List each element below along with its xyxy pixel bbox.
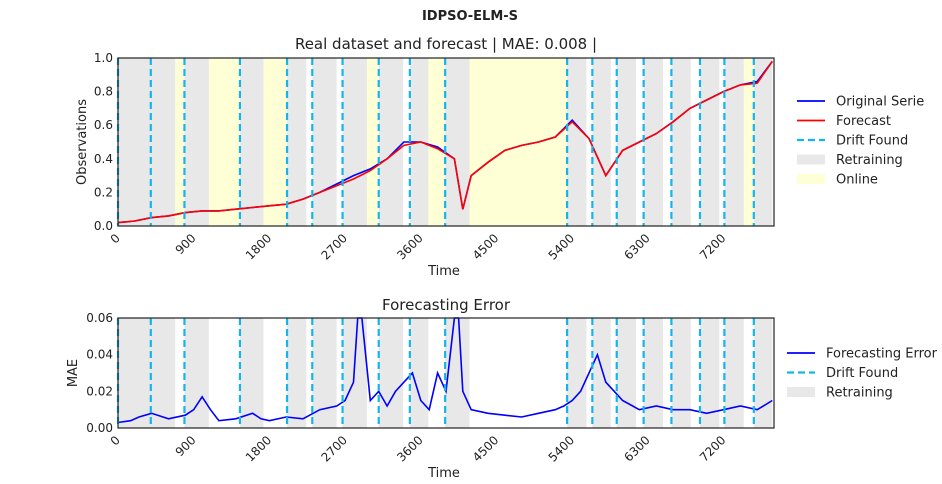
chart-title: Forecasting Error (382, 296, 511, 314)
retraining-period (671, 318, 691, 428)
retraining-period (287, 58, 307, 226)
retraining-period (592, 58, 611, 226)
y-tick-label: 0.06 (86, 311, 113, 325)
retraining-period (567, 318, 587, 428)
retraining-period (150, 318, 176, 428)
x-tick-label: 5400 (546, 433, 577, 464)
y-tick-label: 0.00 (86, 421, 113, 435)
y-axis-label: Observations (75, 99, 90, 185)
retraining-period (753, 318, 773, 428)
retraining-period (445, 58, 470, 226)
online-period (469, 58, 568, 226)
retraining-period (671, 58, 691, 226)
x-tick-label: 3600 (394, 433, 425, 464)
x-tick-label: 1800 (243, 231, 274, 262)
retraining-period (409, 318, 429, 428)
retraining-period (239, 58, 264, 226)
legend-label: Retraining (836, 153, 903, 168)
legend-label: Drift Found (826, 366, 898, 381)
retraining-period (378, 58, 404, 226)
retraining-period (184, 58, 209, 226)
x-tick-label: 6300 (621, 433, 652, 464)
y-tick-label: 1.0 (94, 51, 113, 65)
x-tick-label: 900 (173, 433, 199, 459)
chart-title: Real dataset and forecast | MAE: 0.008 | (295, 35, 597, 53)
online-period (366, 58, 379, 226)
legend-label: Retraining (826, 386, 893, 401)
retraining-period (118, 58, 151, 226)
legend-label: Online (836, 173, 878, 188)
retraining-period (616, 58, 637, 226)
retraining-period (445, 318, 470, 428)
retraining-period (753, 58, 773, 226)
retraining-period (378, 318, 404, 428)
x-tick-label: 0 (108, 433, 123, 448)
x-tick-label: 3600 (394, 231, 425, 262)
retraining-period (312, 318, 337, 428)
retraining-period (616, 318, 637, 428)
retraining-period (342, 58, 367, 226)
y-tick-label: 0.0 (94, 219, 113, 233)
x-tick-label: 5400 (546, 231, 577, 262)
top-chart: Real dataset and forecast | MAE: 0.008 |… (75, 35, 924, 279)
legend-swatch-online (797, 174, 825, 184)
legend-label: Original Serie (836, 95, 924, 110)
x-axis-label: Time (427, 264, 460, 279)
online-period (175, 58, 185, 226)
x-tick-label: 1800 (243, 433, 274, 464)
x-tick-label: 4500 (470, 231, 501, 262)
retraining-period (643, 318, 663, 428)
y-tick-label: 0.8 (94, 85, 113, 99)
online-period (208, 58, 240, 226)
legend-label: Forecast (836, 114, 891, 129)
online-period (743, 58, 754, 226)
legend-label: Forecasting Error (826, 347, 938, 362)
x-tick-label: 6300 (621, 231, 652, 262)
legend-swatch-retraining (787, 387, 815, 397)
online-period (428, 58, 446, 226)
y-axis-label: MAE (66, 359, 81, 387)
retraining-period (118, 318, 151, 428)
x-tick-label: 0 (108, 231, 123, 246)
series-line-forecasting-error (117, 317, 773, 424)
online-period (263, 58, 288, 226)
y-tick-label: 0.04 (86, 348, 113, 362)
retraining-period (150, 58, 176, 226)
legend-label: Drift Found (836, 134, 908, 149)
x-tick-label: 2700 (319, 433, 350, 464)
y-tick-label: 0.4 (94, 152, 113, 166)
y-tick-label: 0.6 (94, 118, 113, 132)
legend-swatch-retraining (797, 154, 825, 165)
plot-frame (117, 57, 775, 227)
retraining-period (287, 318, 307, 428)
retraining-period (184, 318, 209, 428)
retraining-period (724, 318, 744, 428)
retraining-period (239, 318, 264, 428)
retraining-period (643, 58, 663, 226)
retraining-period (567, 58, 587, 226)
x-tick-label: 2700 (319, 231, 350, 262)
y-tick-label: 0.02 (86, 384, 113, 398)
plot-frame (117, 317, 775, 429)
retraining-period (312, 58, 337, 226)
series-line-forecast (117, 60, 773, 224)
bottom-chart: Forecasting Error 0.00 0.02 0.04 0.06 0 900 180… (66, 296, 938, 481)
retraining-period (699, 58, 720, 226)
x-axis-label: Time (427, 466, 460, 480)
retraining-period (699, 318, 720, 428)
x-tick-label: 7200 (697, 231, 728, 262)
x-tick-label: 4500 (470, 433, 501, 464)
retraining-period (592, 318, 611, 428)
x-tick-label: 900 (173, 231, 199, 257)
x-tick-label: 7200 (697, 433, 728, 464)
y-tick-label: 0.2 (94, 185, 113, 199)
figure-suptitle: IDPSO-ELM-S (422, 9, 518, 24)
retraining-period (724, 58, 744, 226)
